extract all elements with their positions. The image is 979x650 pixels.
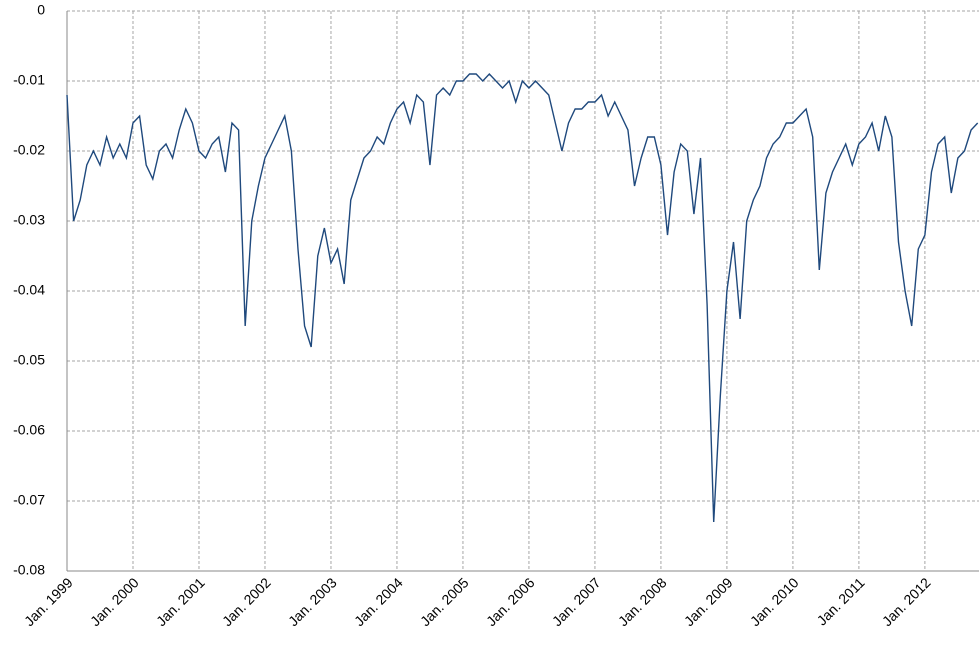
x-tick-label: Jan. 2002 [219,574,274,629]
x-tick-label: Jan. 2005 [417,574,472,629]
x-tick-label: Jan. 2006 [483,574,538,629]
x-tick-label: Jan. 2008 [615,574,670,629]
x-tick-label: Jan. 2001 [153,574,208,629]
y-tick-label: -0.02 [13,142,45,158]
x-tick-label: Jan. 2011 [814,574,868,628]
y-tick-label: -0.07 [13,492,45,508]
x-tick-label: Jan. 2010 [747,574,802,629]
x-tick-label: Jan. 2007 [549,574,604,629]
y-tick-label: -0.04 [13,282,45,298]
y-tick-label: -0.08 [13,562,45,578]
data-line [66,72,979,523]
x-tick-label: Jan. 2004 [351,574,406,629]
y-tick-label: -0.01 [13,72,45,88]
y-tick-label: -0.03 [13,212,45,228]
y-tick-label: -0.06 [13,422,45,438]
x-tick-label: Jan. 1999 [21,574,76,629]
x-tick-label: Jan. 2012 [879,574,934,629]
x-tick-label: Jan. 2009 [681,574,736,629]
y-tick-label: -0.05 [13,352,45,368]
x-tick-label: Jan. 2000 [87,574,142,629]
y-tick-label: 0 [37,2,45,18]
x-tick-label: Jan. 2003 [285,574,340,629]
